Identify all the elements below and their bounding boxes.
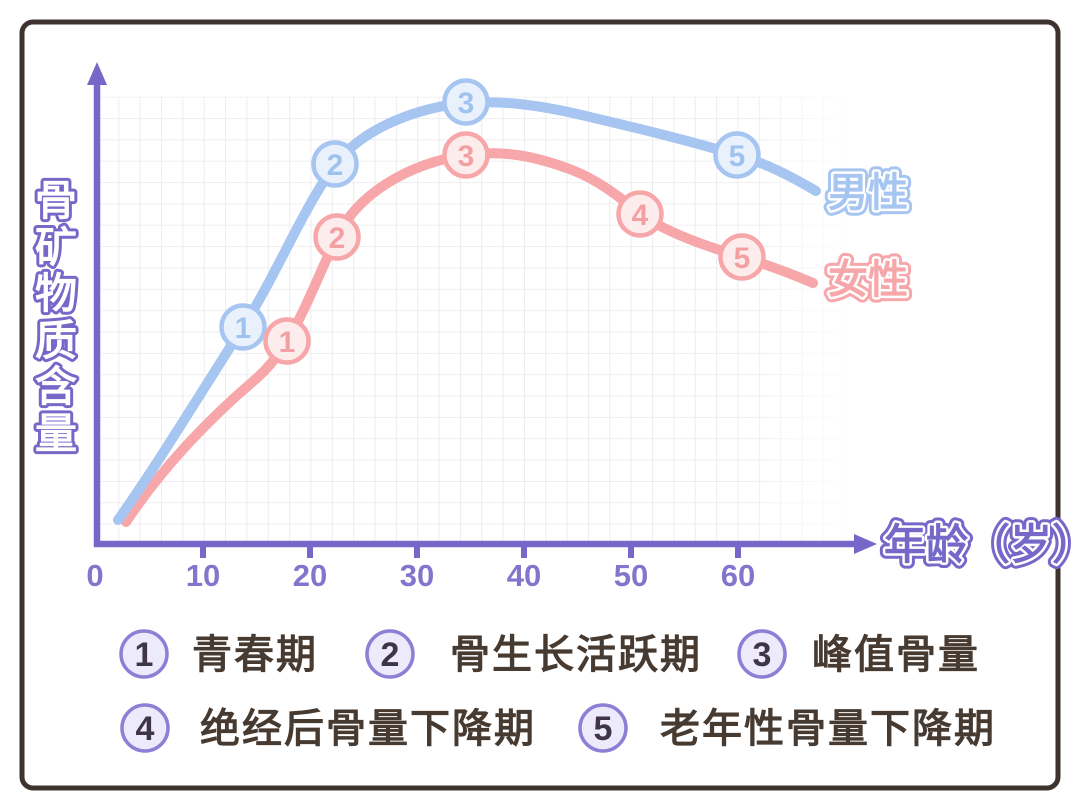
outer-frame-border — [19, 19, 1061, 791]
svg-text:1: 1 — [235, 312, 252, 345]
svg-text:矿: 矿 — [35, 224, 77, 271]
svg-text:2: 2 — [381, 636, 400, 674]
y-axis-title: 骨 矿 物 质 含 量 — [32, 174, 80, 460]
male-marker-1: 1 — [219, 303, 267, 351]
svg-text:质: 质 — [35, 317, 77, 364]
tick-label-60: 60 — [721, 558, 755, 593]
x-axis-title: 年龄（岁） 年龄（岁） — [879, 516, 1080, 574]
svg-text:1: 1 — [135, 636, 154, 674]
tick-label-50: 50 — [614, 558, 648, 593]
legend-item-2: 2 骨生长活跃期 — [365, 629, 702, 679]
tick-label-30: 30 — [400, 558, 434, 593]
svg-text:峰值骨量: 峰值骨量 — [812, 633, 980, 677]
svg-text:男性: 男性 — [828, 171, 908, 215]
svg-text:1: 1 — [279, 326, 296, 359]
svg-text:量: 量 — [35, 410, 77, 457]
svg-text:男性: 男性 — [828, 171, 908, 215]
svg-text:绝经后骨量下降期: 绝经后骨量下降期 — [200, 706, 536, 751]
svg-text:骨生长活跃期: 骨生长活跃期 — [450, 633, 702, 677]
legend-row-1: 1 青春期 2 骨生长活跃期 3 峰值骨量 — [119, 629, 980, 679]
male-series-label: 男性 男性 — [823, 166, 914, 221]
svg-text:5: 5 — [734, 242, 751, 275]
male-marker-2: 2 — [311, 140, 359, 188]
svg-text:骨: 骨 — [35, 177, 77, 224]
svg-text:3: 3 — [753, 636, 772, 674]
y-axis-arrow-icon — [87, 62, 107, 85]
tick-label-20: 20 — [293, 558, 327, 593]
svg-text:4: 4 — [632, 199, 649, 232]
female-marker-2: 2 — [313, 213, 361, 261]
female-marker-3: 3 — [442, 131, 490, 179]
tick-label-10: 10 — [186, 558, 220, 593]
svg-text:2: 2 — [329, 222, 346, 255]
legend-item-1: 1 青春期 — [119, 629, 318, 679]
svg-text:3: 3 — [458, 140, 475, 173]
x-axis-arrow-icon — [854, 534, 877, 554]
svg-text:青春期: 青春期 — [192, 633, 318, 677]
x-tick-labels: 0 10 20 30 40 50 60 — [86, 558, 755, 593]
male-marker-5: 5 — [713, 131, 761, 179]
svg-text:物: 物 — [35, 270, 77, 317]
svg-text:2: 2 — [327, 149, 344, 182]
svg-text:女性: 女性 — [828, 258, 908, 302]
legend-item-4: 4 绝经后骨量下降期 — [120, 703, 536, 753]
svg-text:3: 3 — [458, 87, 475, 120]
legend-item-5: 5 老年性骨量下降期 — [578, 703, 996, 753]
female-marker-1: 1 — [263, 317, 311, 365]
female-marker-4: 4 — [616, 190, 664, 238]
svg-text:4: 4 — [136, 710, 155, 748]
female-series-label: 女性 女性 — [823, 253, 914, 308]
svg-text:含: 含 — [35, 363, 77, 410]
svg-text:老年性骨量下降期: 老年性骨量下降期 — [660, 707, 996, 751]
x-axis-ticks — [200, 547, 741, 558]
legend-row-2: 4 绝经后骨量下降期 5 老年性骨量下降期 — [120, 703, 996, 753]
svg-text:年龄（岁）: 年龄（岁） — [884, 521, 1080, 568]
female-marker-5: 5 — [718, 233, 766, 281]
male-markers: 1 2 3 5 — [219, 78, 761, 351]
male-marker-3: 3 — [442, 78, 490, 126]
svg-text:5: 5 — [594, 710, 613, 748]
svg-text:女性: 女性 — [828, 258, 908, 302]
tick-label-40: 40 — [507, 558, 541, 593]
svg-text:年龄（岁）: 年龄（岁） — [884, 521, 1080, 568]
legend-item-3: 3 峰值骨量 — [737, 629, 980, 679]
y-axis — [87, 62, 107, 547]
tick-label-0: 0 — [86, 558, 103, 593]
svg-text:5: 5 — [729, 140, 746, 173]
female-markers: 1 2 3 4 5 — [263, 131, 766, 365]
x-axis — [94, 534, 877, 558]
